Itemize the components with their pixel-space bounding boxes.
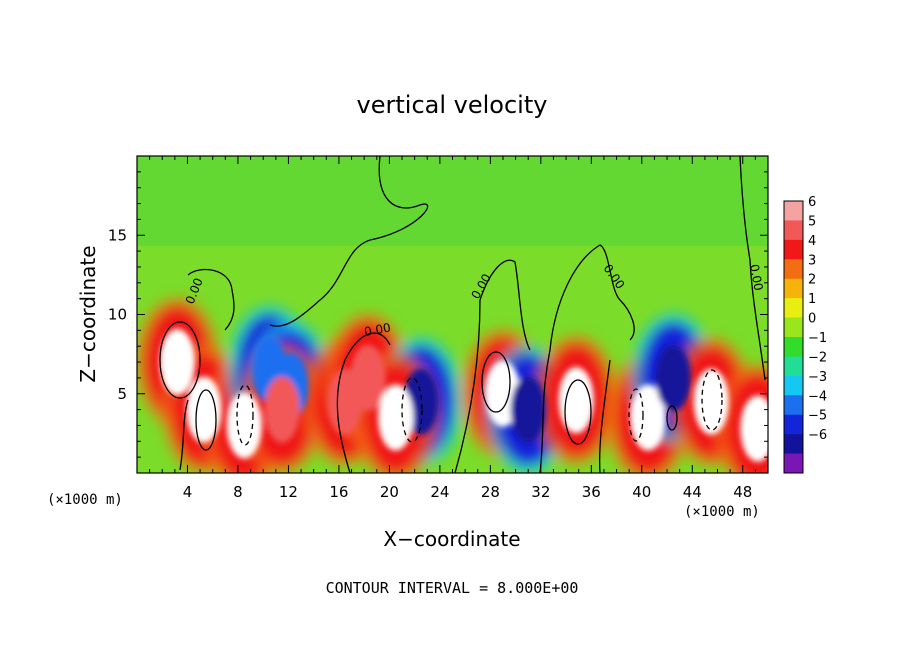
contour-updraft-a [179, 399, 189, 471]
colorbar-swatch [784, 375, 803, 396]
colorbar-label: 2 [808, 273, 816, 288]
colorbar-label: −2 [808, 350, 827, 365]
colorbar-swatch [784, 395, 803, 416]
colorbar-swatch [784, 239, 803, 260]
x-tick-label: 4 [183, 483, 193, 501]
velocity-core [630, 384, 666, 451]
contour-inner-2 [195, 389, 217, 451]
colorbar-label: 4 [808, 234, 816, 249]
x-unit-right: (×1000 m) [684, 504, 760, 520]
colorbar-frame [783, 200, 804, 474]
x-tick-label: 28 [481, 483, 500, 501]
colorbar-swatch [784, 259, 803, 280]
colorbar-swatch [784, 453, 803, 474]
contour-inner-dash-1 [236, 384, 254, 446]
colorbar-swatch [784, 201, 803, 221]
x-tick-label: 12 [279, 483, 298, 501]
colorbar-label: 6 [808, 195, 816, 210]
x-tick-label: 48 [733, 483, 752, 501]
plot-area: 0.00 0.00 0.00 0.00 0.00 [137, 156, 768, 473]
x-axis-title: X−coordinate [383, 527, 520, 551]
colorbar-label: −1 [808, 331, 827, 346]
y-axis-title: Z−coordinate [76, 245, 100, 382]
colorbar-swatch [784, 298, 803, 319]
velocity-core [378, 384, 414, 451]
colorbar-swatch [784, 414, 803, 435]
velocity-core [159, 329, 195, 396]
x-tick-label: 20 [380, 483, 399, 501]
colorbar-swatch [784, 356, 803, 377]
colorbar-label: −3 [808, 370, 827, 385]
velocity-core [740, 395, 768, 462]
velocity-core [558, 367, 594, 434]
contour-right-a [539, 244, 635, 473]
x-unit-left: (×1000 m) [47, 492, 123, 508]
x-axis: 4 8 12 16 20 24 28 32 36 40 44 48 [149, 156, 756, 501]
contour-inner-5 [481, 351, 511, 413]
upper-field-band [137, 156, 768, 246]
x-tick-label: 24 [430, 483, 449, 501]
contour-inner-dash-3 [628, 388, 644, 442]
velocity-core [693, 368, 729, 435]
contour-mid [454, 259, 531, 473]
colorbar-label: 5 [808, 214, 816, 229]
contour-inner-dash-4 [701, 369, 723, 431]
x-tick-label: 44 [683, 483, 702, 501]
contour-left-top [187, 268, 235, 331]
colorbar-label: −6 [808, 428, 827, 443]
contour-center-b [269, 156, 429, 327]
contour-low-c [599, 359, 611, 473]
colorbar-label: 1 [808, 292, 816, 307]
zero-contours [159, 156, 766, 473]
x-tick-label: 8 [233, 483, 243, 501]
x-tick-label: 36 [582, 483, 601, 501]
velocity-core [350, 344, 386, 411]
contour-interval-note: CONTOUR INTERVAL = 8.000E+00 [326, 579, 579, 597]
x-tick-label: 40 [632, 483, 651, 501]
contour-label: 0.00 [747, 263, 765, 292]
colorbar-label: −5 [808, 409, 827, 424]
velocity-core [510, 376, 546, 443]
colorbar: 6 5 4 3 2 1 0 −1 −2 −3 −4 −5 −6 [783, 195, 827, 474]
contour-inner-1 [159, 321, 201, 399]
y-axis: 5 10 15 [108, 171, 768, 458]
colorbar-label: 3 [808, 253, 816, 268]
y-tick-label: 10 [108, 306, 127, 324]
x-tick-label: 32 [531, 483, 550, 501]
chart-title: vertical velocity [357, 91, 548, 119]
contour-inner-dash-2 [401, 377, 423, 443]
colorbar-label: 0 [808, 312, 816, 327]
x-tick-label: 16 [329, 483, 348, 501]
contour-inner-4 [666, 405, 678, 431]
contour-inner-3 [564, 379, 592, 445]
velocity-cores [159, 329, 768, 462]
colorbar-swatch [784, 337, 803, 357]
colorbar-swatch [784, 220, 803, 241]
contour-label: 0.00 [363, 321, 392, 339]
colorbar-swatch [784, 317, 803, 338]
contour-center-a [336, 332, 391, 473]
velocity-core [264, 376, 300, 443]
velocity-core [655, 344, 691, 411]
velocity-core [226, 392, 262, 459]
colorbar-swatch [784, 434, 803, 455]
y-tick-label: 5 [117, 385, 127, 403]
velocity-core [186, 376, 222, 443]
contour-right-b [739, 156, 766, 381]
colorbar-label: −4 [808, 389, 827, 404]
colorbar-swatch [784, 278, 803, 299]
y-tick-label: 15 [108, 226, 127, 244]
